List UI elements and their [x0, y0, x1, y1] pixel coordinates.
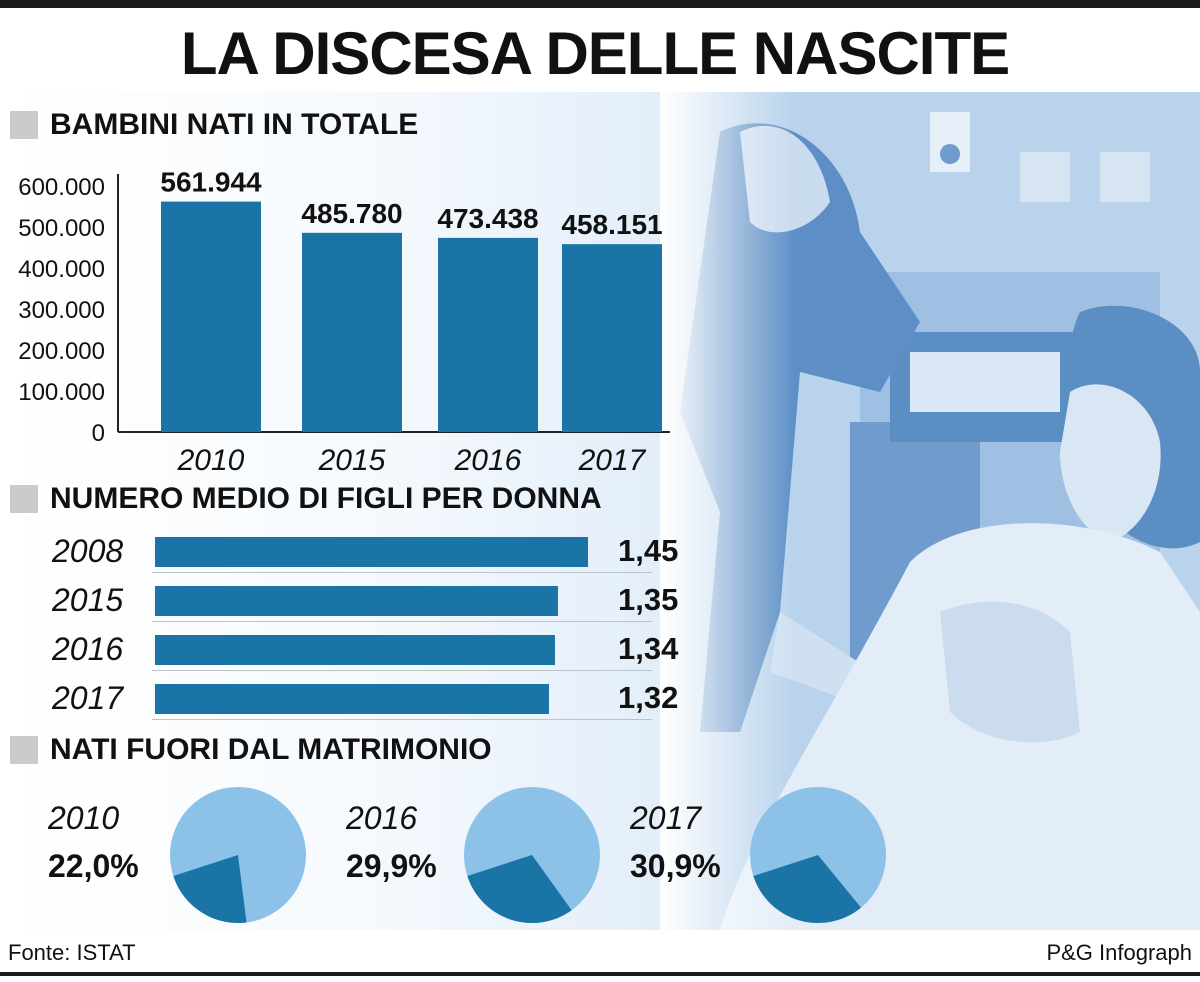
- bar-2015: [302, 232, 402, 432]
- hbar-separator: [152, 719, 652, 720]
- pie-year-label: 2010: [48, 800, 120, 836]
- section-title-births: BAMBINI NATI IN TOTALE: [50, 108, 419, 141]
- hbar-track: [155, 635, 655, 665]
- x-tick-label: 2015: [318, 444, 386, 477]
- pie-share-slice: [467, 855, 572, 923]
- x-tick-label: 2010: [177, 444, 245, 477]
- hbar-value-label: 1,34: [618, 631, 679, 666]
- hbar-row-2016: 2016 1,34: [40, 625, 700, 675]
- top-rule: [0, 0, 1200, 8]
- hbar-2016: [155, 635, 556, 665]
- y-tick-label: 200.000: [18, 338, 105, 365]
- source-note: Fonte: ISTAT: [8, 940, 136, 965]
- section-square-icon: [10, 736, 38, 764]
- hbar-year-label: 2016: [52, 631, 124, 667]
- y-tick-label: 100.000: [18, 379, 105, 406]
- bar-value-label: 561.944: [160, 167, 262, 198]
- section-header-births: BAMBINI NATI IN TOTALE: [10, 108, 418, 142]
- y-tick-label: 300.000: [18, 297, 105, 324]
- bar-2010: [161, 201, 261, 432]
- hbar-track: [155, 684, 655, 714]
- hbar-2008: [155, 537, 589, 567]
- hbar-track: [155, 586, 655, 616]
- pie-share-slice: [753, 855, 862, 923]
- bar-2016: [438, 237, 538, 432]
- section-title-outside-marriage: NATI FUORI DAL MATRIMONIO: [50, 733, 492, 766]
- hbar-row-2017: 2017 1,32: [40, 674, 700, 724]
- hbar-year-label: 2015: [52, 582, 124, 618]
- y-tick-label: 600.000: [18, 174, 105, 201]
- y-tick-label: 400.000: [18, 256, 105, 283]
- bottom-rule: [0, 972, 1200, 976]
- pie-share-slice: [173, 855, 247, 923]
- hbar-year-label: 2008: [52, 533, 124, 569]
- hbar-value-label: 1,45: [618, 533, 679, 568]
- page-title: LA DISCESA DELLE NASCITE: [180, 20, 1010, 87]
- section-title-fertility: NUMERO MEDIO DI FIGLI PER DONNA: [50, 482, 602, 515]
- hbar-separator: [152, 670, 652, 671]
- hospital-photo: [660, 92, 1200, 930]
- hbar-row-2015: 2015 1,35: [40, 576, 700, 626]
- bar-value-label: 458.151: [561, 209, 662, 240]
- y-tick-label: 0: [92, 420, 105, 447]
- pie-value-label: 30,9%: [630, 848, 721, 884]
- hbar-row-2008: 2008 1,45: [40, 527, 700, 577]
- section-square-icon: [10, 485, 38, 513]
- credit-note: P&G Infograph: [1046, 940, 1192, 965]
- section-header-outside-marriage: NATI FUORI DAL MATRIMONIO: [10, 733, 492, 767]
- hbar-2017: [155, 684, 550, 714]
- hbar-value-label: 1,32: [618, 680, 679, 715]
- bar-value-label: 485.780: [301, 198, 402, 229]
- x-tick-label: 2016: [454, 444, 522, 477]
- hbar-value-label: 1,35: [618, 582, 679, 617]
- pie-year-label: 2017: [630, 800, 702, 836]
- hbar-year-label: 2017: [52, 680, 124, 716]
- hbar-separator: [152, 621, 652, 622]
- y-tick-label: 500.000: [18, 215, 105, 242]
- pie-value-label: 22,0%: [48, 848, 139, 884]
- pie-2016: [464, 787, 600, 923]
- pie-year-label: 2016: [346, 800, 418, 836]
- pie-value-label: 29,9%: [346, 848, 437, 884]
- hbar-separator: [152, 572, 652, 573]
- pie-2017: [750, 787, 886, 923]
- bar-value-label: 473.438: [437, 203, 538, 234]
- pie-2010: [170, 787, 306, 923]
- bar-2017: [562, 244, 662, 432]
- hbar-2015: [155, 586, 559, 616]
- births-bar-chart: 0 100.000 200.000 300.000 400.000 500.000 600.…: [18, 167, 670, 477]
- section-square-icon: [10, 111, 38, 139]
- section-header-fertility: NUMERO MEDIO DI FIGLI PER DONNA: [10, 482, 602, 516]
- hbar-track: [155, 537, 655, 567]
- x-tick-label: 2017: [578, 444, 647, 477]
